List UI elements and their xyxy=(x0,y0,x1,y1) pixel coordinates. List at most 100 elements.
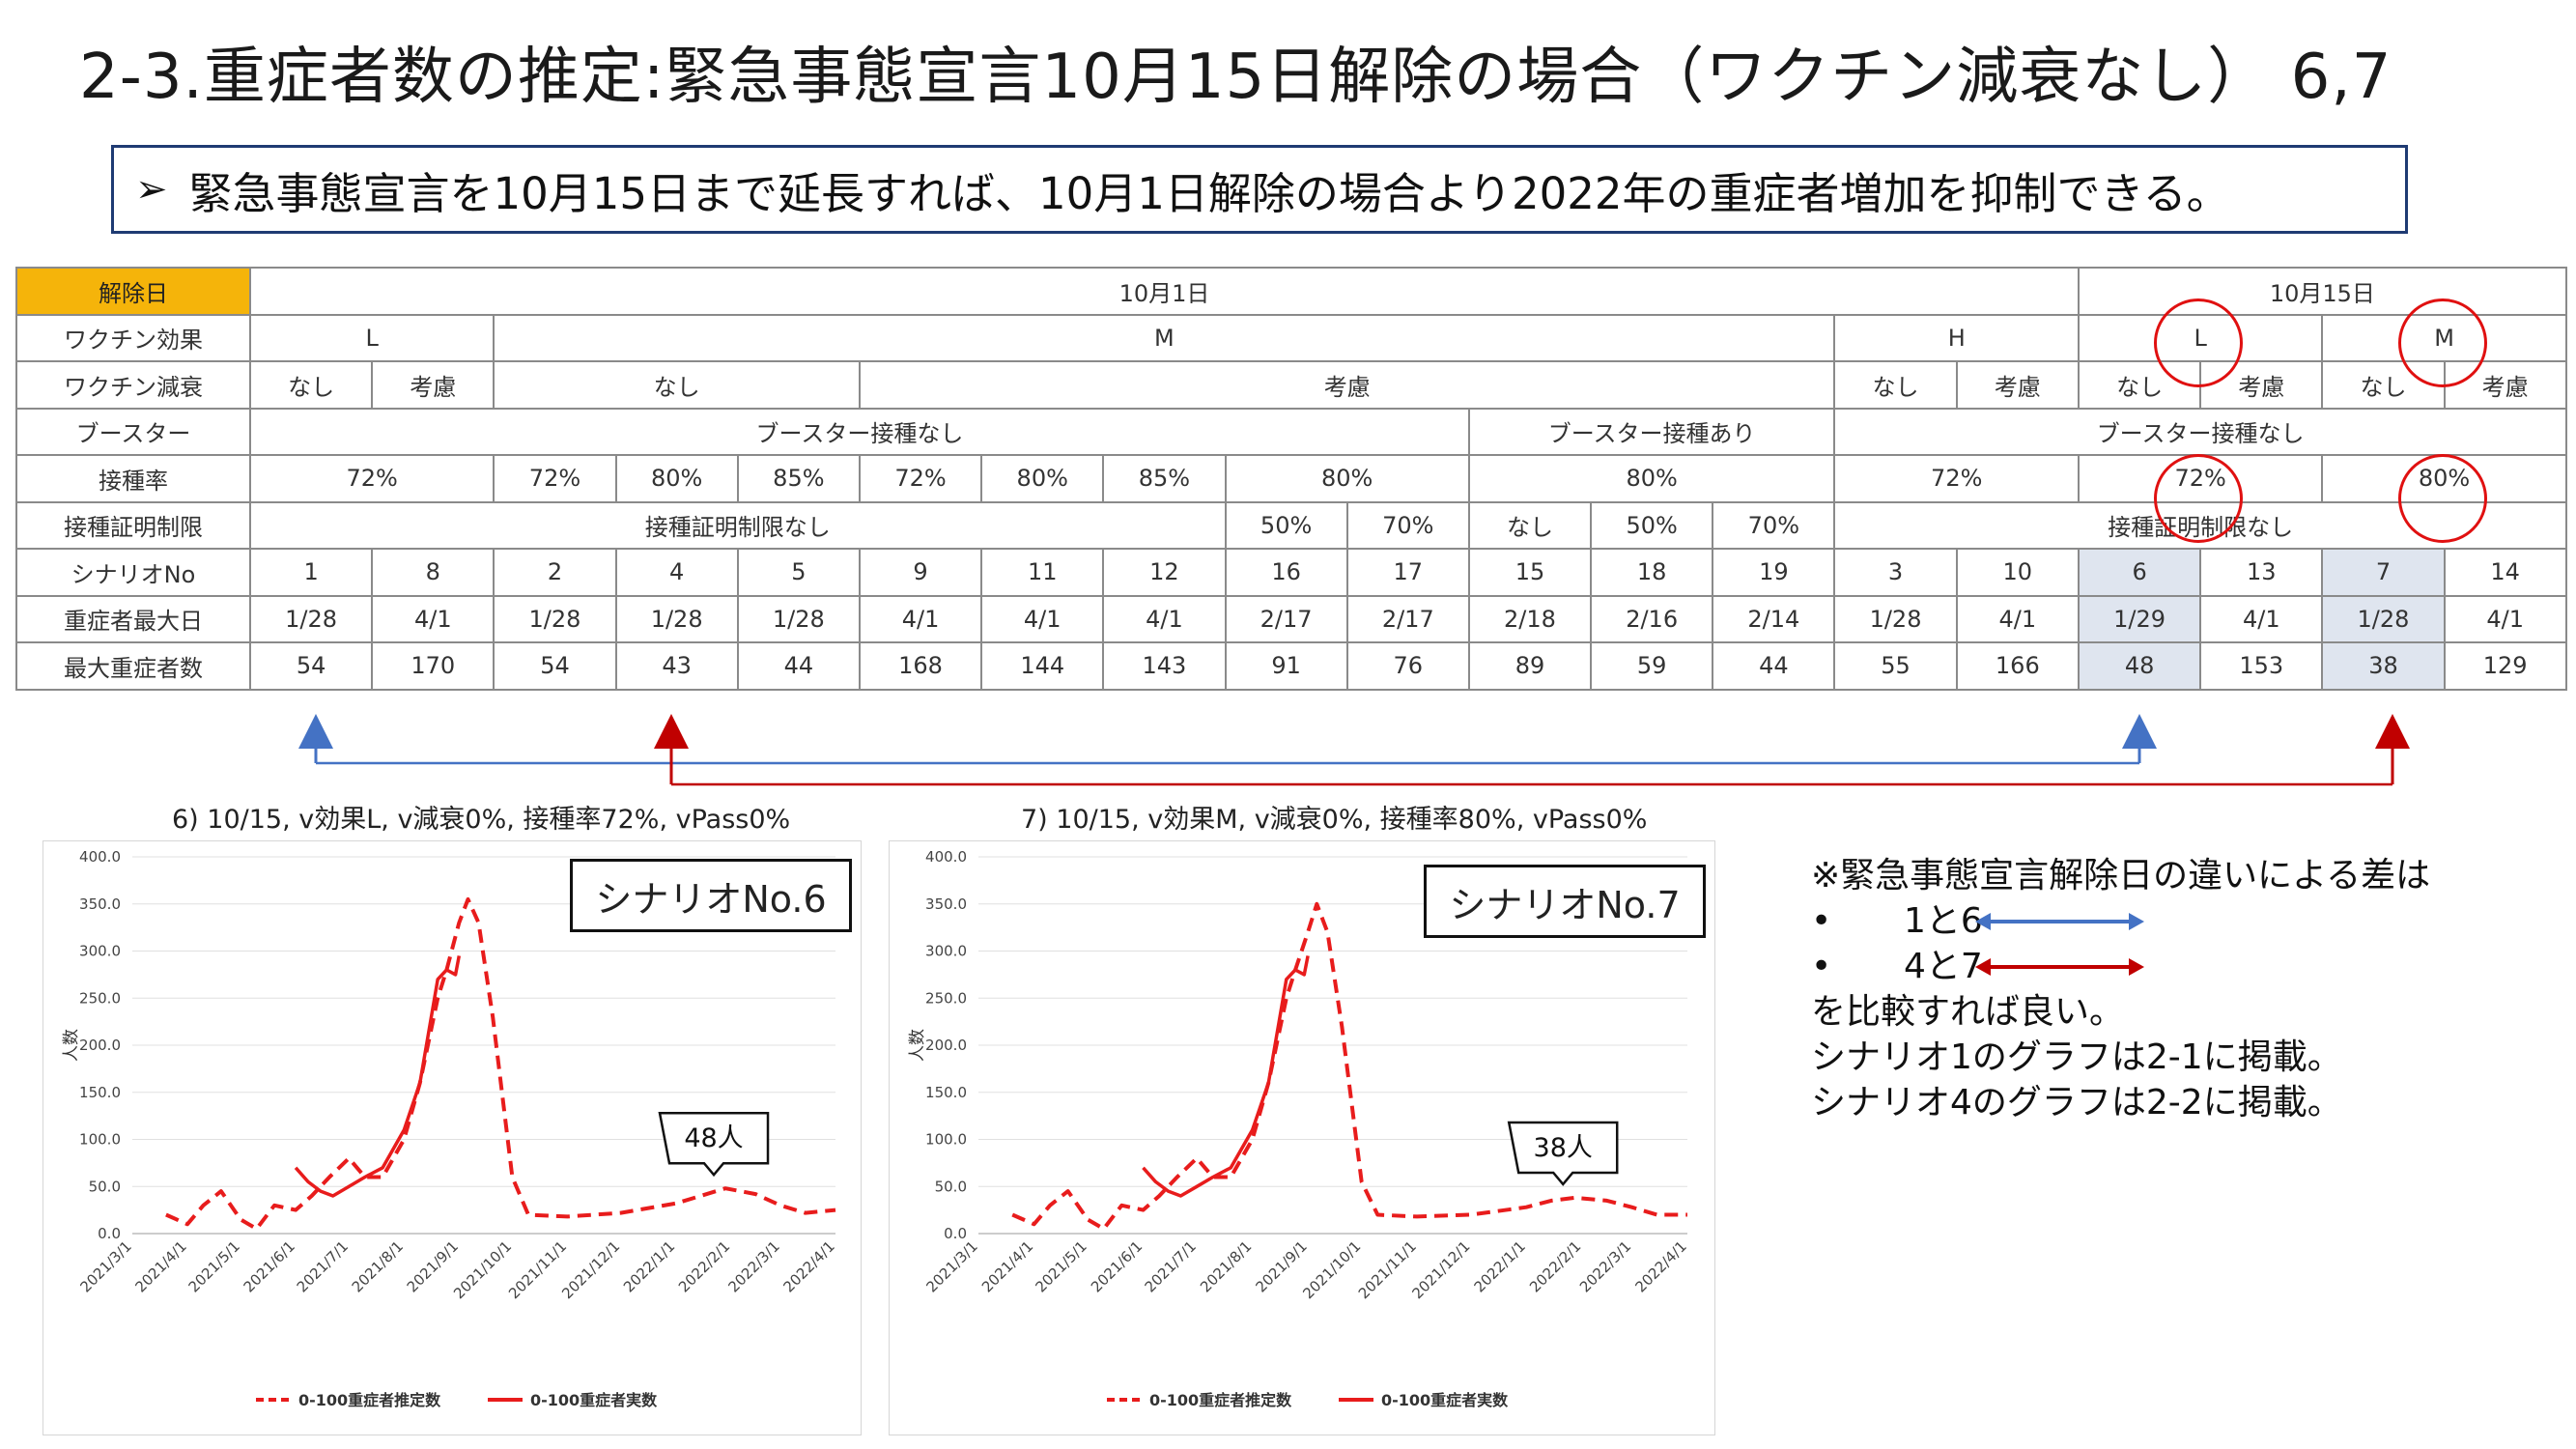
row-label-booster: ブースター xyxy=(15,407,251,456)
x-tick-label: 2021/5/1 xyxy=(1033,1237,1090,1295)
note-bullet-row: • 1と6 xyxy=(1811,898,2430,944)
peak-count-cell: 59 xyxy=(1590,641,1714,691)
peak-date-cell: 1/28 xyxy=(614,594,739,643)
rate-cell: 85% xyxy=(1102,454,1227,503)
decay-cell: 考慮 xyxy=(1955,360,2081,410)
rate-cell: 72% xyxy=(493,454,617,503)
x-tick-label: 2021/8/1 xyxy=(1197,1237,1255,1295)
legend-label: 0-100重症者実数 xyxy=(1381,1391,1509,1409)
cert-cell: 70% xyxy=(1345,500,1470,550)
y-tick-label: 200.0 xyxy=(79,1037,121,1054)
peak-count-cell: 129 xyxy=(2443,641,2567,691)
row-label-peak-count: 最大重症者数 xyxy=(15,641,251,691)
scenario-cell: 9 xyxy=(858,548,983,597)
y-tick-label: 350.0 xyxy=(925,895,967,913)
effect-cell: M xyxy=(493,313,1836,362)
key-message-box: ➢ 緊急事態宣言を10月15日まで延長すれば、10月1日解除の場合より2022年… xyxy=(111,145,2408,234)
peak-date-cell: 1/28 xyxy=(2321,594,2446,643)
decay-cell: なし xyxy=(1833,360,1958,410)
x-tick-label: 2021/5/1 xyxy=(185,1237,243,1295)
x-tick-label: 2021/7/1 xyxy=(294,1237,352,1295)
red-double-arrow-icon xyxy=(1975,958,2144,976)
legend-label: 0-100重症者推定数 xyxy=(298,1391,441,1409)
x-tick-label: 2021/6/1 xyxy=(241,1237,298,1295)
effect-cell: H xyxy=(1833,313,2080,362)
peak-date-cell: 1/28 xyxy=(1833,594,1958,643)
release-oct15: 10月15日 xyxy=(2078,267,2567,316)
note-line: を比較すれば良い。 xyxy=(1811,992,2125,1032)
rate-cell: 85% xyxy=(736,454,861,503)
rate-cell: 72% xyxy=(248,454,495,503)
legend-label: 0-100重症者実数 xyxy=(530,1391,658,1409)
cert-cell: 接種証明制限なし xyxy=(249,500,1227,550)
legend-label: 0-100重症者推定数 xyxy=(1149,1391,1292,1409)
peak-count-cell: 144 xyxy=(980,641,1105,691)
x-tick-label: 2022/4/1 xyxy=(779,1237,837,1295)
scenario-cell: 14 xyxy=(2443,548,2567,597)
cert-cell: 70% xyxy=(1712,500,1836,550)
series-estimated-line xyxy=(165,896,836,1232)
highlight-circle xyxy=(2154,298,2243,387)
scenario-cell: 17 xyxy=(1345,548,1470,597)
row-label-scenario: シナリオNo xyxy=(15,548,251,597)
y-tick-label: 350.0 xyxy=(79,895,121,913)
y-tick-label: 0.0 xyxy=(98,1225,121,1242)
y-tick-label: 400.0 xyxy=(925,848,967,866)
rate-cell: 80% xyxy=(1224,454,1470,503)
peak-date-cell: 4/1 xyxy=(1102,594,1227,643)
peak-date-cell: 4/1 xyxy=(2443,594,2567,643)
scenario-label-left: シナリオNo.6 xyxy=(570,859,852,932)
scenario-cell: 18 xyxy=(1590,548,1714,597)
x-tick-label: 2022/1/1 xyxy=(620,1237,678,1295)
x-tick-label: 2021/10/1 xyxy=(450,1237,515,1302)
scenario-cell: 11 xyxy=(980,548,1105,597)
note-line: シナリオ4のグラフは2-2に掲載。 xyxy=(1811,1083,2342,1122)
peak-count-cell: 54 xyxy=(493,641,617,691)
rate-cell: 80% xyxy=(980,454,1105,503)
peak-count-cell: 44 xyxy=(736,641,861,691)
row-label-rate: 接種率 xyxy=(15,454,251,503)
peak-count-cell: 48 xyxy=(2077,641,2202,691)
y-axis-label: 人数 xyxy=(62,1029,81,1062)
scenario-cell: 6 xyxy=(2077,548,2202,597)
rate-cell: 80% xyxy=(1467,454,1836,503)
decay-cell: 考慮 xyxy=(858,360,1836,410)
scenario-cell: 15 xyxy=(1467,548,1593,597)
x-tick-label: 2022/3/1 xyxy=(724,1237,782,1295)
decay-cell: なし xyxy=(493,360,861,410)
scenario-cell: 8 xyxy=(371,548,495,597)
peak-callout xyxy=(658,1111,770,1178)
cert-cell: 50% xyxy=(1224,500,1348,550)
highlight-circle xyxy=(2398,298,2487,387)
release-oct1: 10月1日 xyxy=(249,267,2080,316)
x-tick-label: 2022/4/1 xyxy=(1631,1237,1689,1295)
peak-count-cell: 44 xyxy=(1712,641,1836,691)
series-actual-line xyxy=(294,955,462,1198)
peak-count-cell: 54 xyxy=(248,641,374,691)
bullet-icon: • xyxy=(1811,947,1832,986)
rate-cell: 80% xyxy=(614,454,739,503)
peak-count-cell: 143 xyxy=(1102,641,1227,691)
row-label-effect: ワクチン効果 xyxy=(15,313,251,362)
chart-caption-right: 7) 10/15, v効果M, v減衰0%, 接種率80%, vPass0% xyxy=(1021,805,1648,835)
x-tick-label: 2021/10/1 xyxy=(1299,1237,1364,1302)
x-tick-label: 2021/12/1 xyxy=(1408,1237,1473,1302)
peak-date-cell: 4/1 xyxy=(1955,594,2081,643)
peak-count-cell: 55 xyxy=(1833,641,1958,691)
decay-cell: 考慮 xyxy=(371,360,495,410)
peak-date-cell: 4/1 xyxy=(858,594,983,643)
cert-cell: 50% xyxy=(1590,500,1714,550)
chart-panel-left: 400.0 350.0 300.0 250.0 200.0 150.0 100.0 50.0 0… xyxy=(42,840,862,1435)
x-tick-label: 2021/4/1 xyxy=(131,1237,189,1295)
scenario-cell: 16 xyxy=(1224,548,1348,597)
scenario-cell: 2 xyxy=(493,548,617,597)
y-tick-label: 50.0 xyxy=(935,1178,967,1195)
bullet-icon: • xyxy=(1811,901,1832,941)
peak-date-cell: 2/16 xyxy=(1590,594,1714,643)
note-line: シナリオ1のグラフは2-1に掲載。 xyxy=(1811,1037,2342,1077)
comparison-connectors xyxy=(298,714,2410,786)
peak-count-cell: 153 xyxy=(2199,641,2324,691)
chart-panel-right: 400.0 350.0 300.0 250.0 200.0 150.0 100.0 50.0 0… xyxy=(889,840,1715,1435)
scenario-cell: 3 xyxy=(1833,548,1958,597)
note-bullet-text: 4と7 xyxy=(1904,947,1983,986)
